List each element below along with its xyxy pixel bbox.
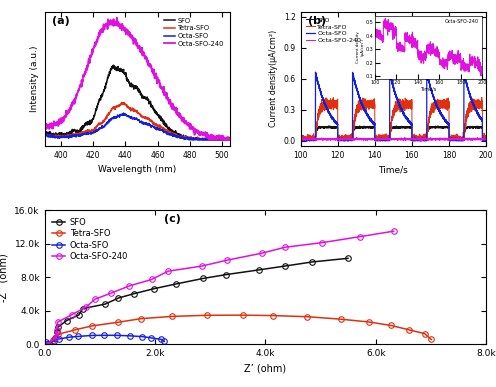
X-axis label: Wavelength (nm): Wavelength (nm) (98, 165, 177, 174)
Text: (b): (b) (308, 15, 326, 26)
Text: (a): (a) (52, 15, 70, 26)
Y-axis label: Intensity (a.u.): Intensity (a.u.) (30, 45, 39, 112)
Y-axis label: -Z’’ (ohm): -Z’’ (ohm) (0, 253, 9, 302)
Legend: SFO, Tetra-SFO, Octa-SFO, Octa-SFO-240: SFO, Tetra-SFO, Octa-SFO, Octa-SFO-240 (304, 15, 364, 46)
Y-axis label: Current density(μA/cm²): Current density(μA/cm²) (269, 30, 278, 127)
Legend: SFO, Tetra-SFO, Octa-SFO, Octa-SFO-240: SFO, Tetra-SFO, Octa-SFO, Octa-SFO-240 (162, 15, 227, 49)
X-axis label: Z’ (ohm): Z’ (ohm) (245, 364, 286, 374)
X-axis label: Time/s: Time/s (378, 165, 408, 174)
Text: (c): (c) (164, 214, 181, 224)
Legend: SFO, Tetra-SFO, Octa-SFO, Octa-SFO-240: SFO, Tetra-SFO, Octa-SFO, Octa-SFO-240 (49, 214, 131, 265)
